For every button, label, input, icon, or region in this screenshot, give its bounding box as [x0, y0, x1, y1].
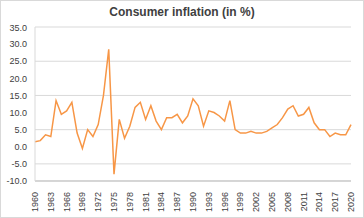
svg-text:20.0: 20.0 — [9, 74, 27, 84]
svg-text:1960: 1960 — [30, 192, 40, 212]
svg-text:1984: 1984 — [156, 192, 166, 212]
svg-text:2002: 2002 — [251, 192, 261, 212]
html-text:Consumer inflation (in %): Consumer inflation (in %) — [109, 5, 255, 19]
svg-text:1987: 1987 — [172, 192, 182, 212]
svg-text:1993: 1993 — [204, 192, 214, 212]
svg-text:2008: 2008 — [283, 192, 293, 212]
svg-text:1966: 1966 — [62, 192, 72, 212]
svg-text:1963: 1963 — [46, 192, 56, 212]
svg-text:1981: 1981 — [141, 192, 151, 212]
svg-text:-5.0: -5.0 — [11, 159, 27, 169]
svg-text:1996: 1996 — [220, 192, 230, 212]
svg-text:1969: 1969 — [77, 192, 87, 212]
svg-text:1999: 1999 — [235, 192, 245, 212]
svg-text:35.0: 35.0 — [9, 23, 27, 33]
svg-text:2005: 2005 — [267, 192, 277, 212]
svg-text:2017: 2017 — [330, 192, 340, 212]
svg-text:1990: 1990 — [188, 192, 198, 212]
svg-text:25.0: 25.0 — [9, 56, 27, 66]
svg-text:1972: 1972 — [93, 192, 103, 212]
svg-text:0.0: 0.0 — [14, 142, 27, 152]
svg-text:2020: 2020 — [346, 192, 356, 212]
svg-text:10.0: 10.0 — [9, 108, 27, 118]
svg-text:5.0: 5.0 — [14, 125, 27, 135]
svg-text:2011: 2011 — [299, 192, 309, 211]
svg-text:1978: 1978 — [125, 192, 135, 212]
svg-text:30.0: 30.0 — [9, 39, 27, 49]
svg-text:2014: 2014 — [314, 192, 324, 212]
svg-text:-10.0: -10.0 — [8, 176, 27, 186]
svg-text:1975: 1975 — [109, 192, 119, 212]
svg-text:15.0: 15.0 — [9, 91, 27, 101]
